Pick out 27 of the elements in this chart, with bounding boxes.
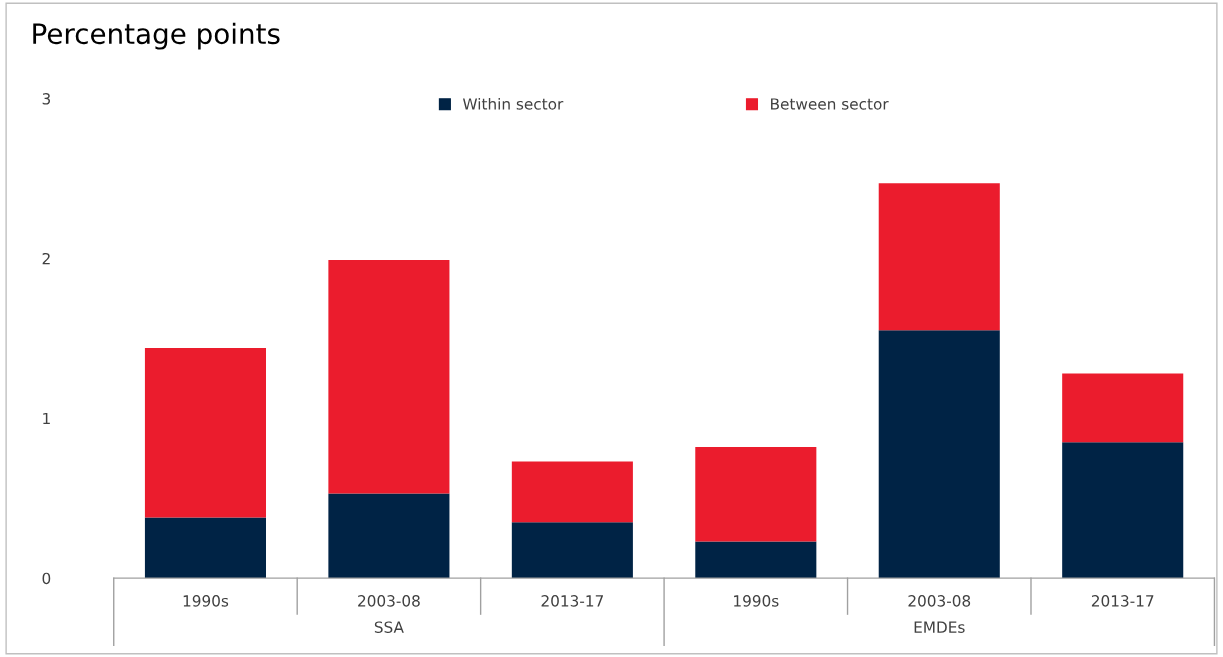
text: SSA (374, 621, 404, 633)
bar (144, 347, 266, 518)
legend-label: Within sector (462, 97, 564, 110)
x-tick-label: 2013-17 (1091, 595, 1154, 607)
legend-label: Between sector (771, 98, 889, 110)
bar (511, 461, 633, 523)
text: EMDEs (914, 621, 965, 633)
chart-title: Percentage points (33, 22, 280, 50)
bar (328, 493, 450, 579)
bar (328, 260, 450, 494)
x-tick-label: 1990s (183, 595, 229, 607)
bar (1062, 442, 1184, 579)
bar (1062, 373, 1184, 443)
bar (695, 541, 817, 579)
x-tick-label: 2003-08 (358, 595, 420, 607)
bar (878, 330, 1000, 579)
y-tick-label: 1 (43, 412, 50, 425)
y-tick-label: 2 (42, 252, 50, 265)
bar (511, 522, 633, 579)
x-tick-label: 2003-08 (908, 595, 971, 607)
x-tick-label: 1990s (734, 595, 779, 607)
y-tick-label: 3 (42, 93, 51, 105)
bar (878, 183, 1000, 331)
bar (144, 517, 266, 579)
bar (695, 447, 817, 542)
x-tick-label: 2013-17 (541, 595, 603, 607)
y-tick-label: 0 (42, 572, 51, 585)
